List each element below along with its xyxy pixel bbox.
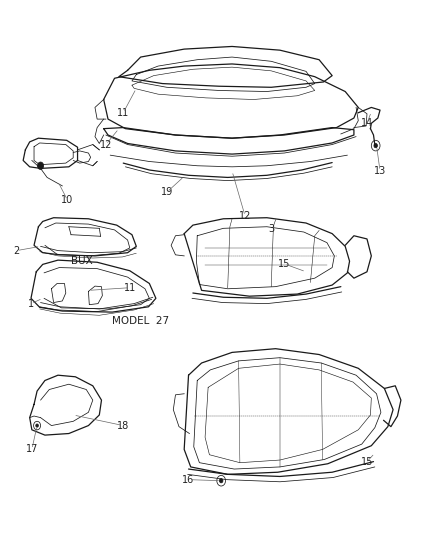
- Text: 18: 18: [117, 421, 129, 431]
- Text: 19: 19: [161, 187, 173, 197]
- Text: 2: 2: [14, 246, 20, 256]
- Text: 16: 16: [182, 475, 194, 484]
- Circle shape: [219, 479, 223, 483]
- Text: 11: 11: [117, 108, 129, 118]
- Text: 12: 12: [239, 211, 251, 221]
- Text: 3: 3: [268, 224, 274, 235]
- Text: 11: 11: [124, 282, 136, 293]
- Circle shape: [38, 162, 44, 169]
- Text: 12: 12: [100, 140, 112, 150]
- Circle shape: [36, 424, 39, 427]
- Text: 10: 10: [61, 195, 74, 205]
- Circle shape: [374, 143, 378, 148]
- Text: 13: 13: [374, 166, 386, 176]
- Text: 15: 15: [278, 259, 290, 269]
- Text: BUX: BUX: [71, 256, 93, 266]
- Text: MODEL  27: MODEL 27: [112, 316, 169, 326]
- Text: 15: 15: [361, 457, 373, 466]
- Text: 1: 1: [28, 298, 34, 309]
- Text: 14: 14: [361, 118, 373, 128]
- Text: 17: 17: [26, 445, 38, 455]
